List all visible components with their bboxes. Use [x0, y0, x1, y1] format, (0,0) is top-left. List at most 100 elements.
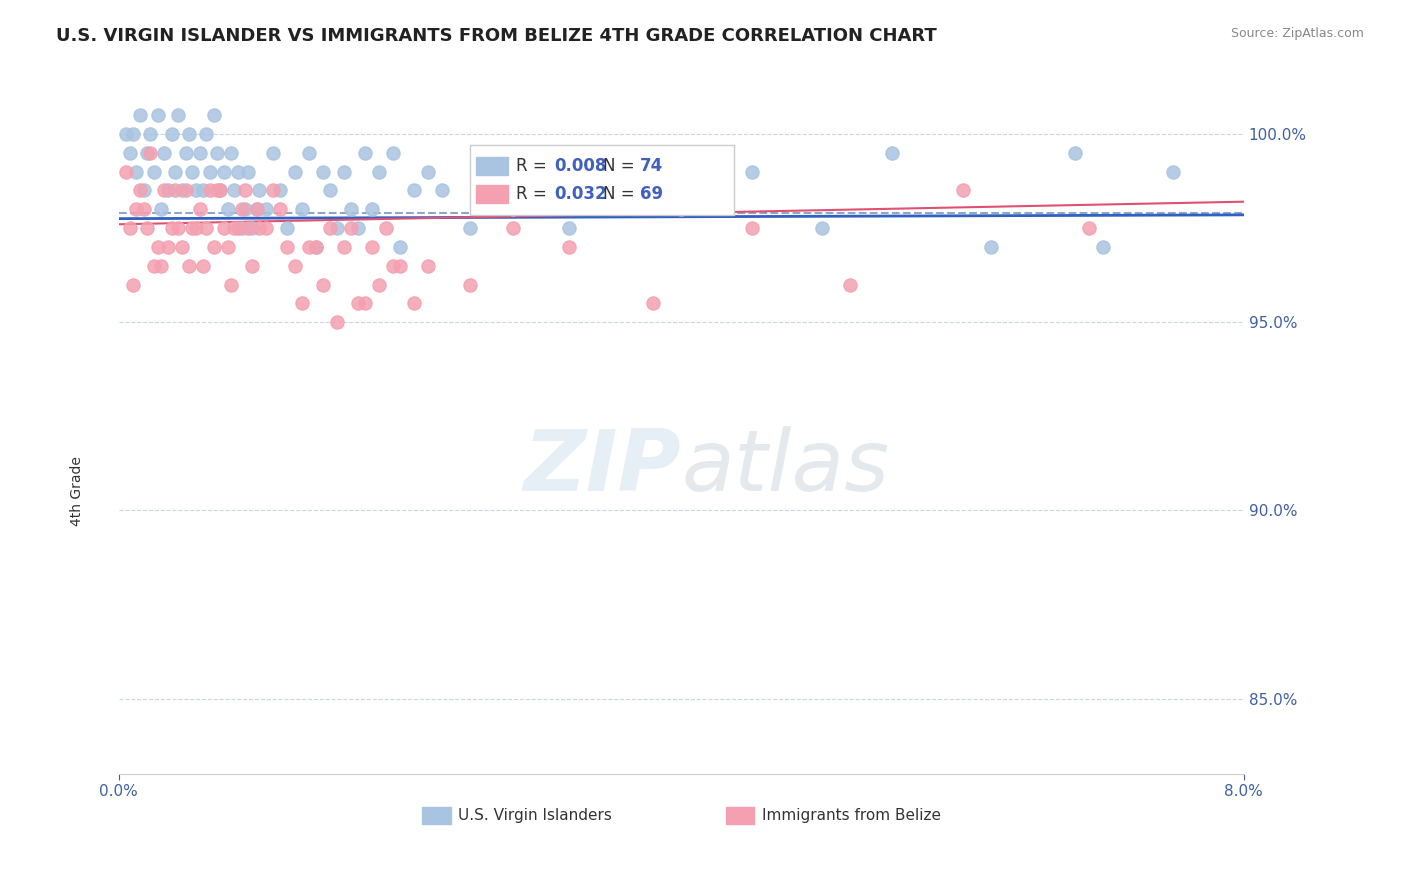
Point: [811, 221, 834, 235]
Point: [135, 145, 157, 160]
Point: [353, 296, 375, 310]
Point: [156, 240, 179, 254]
Point: [191, 259, 214, 273]
Point: [124, 164, 146, 178]
Point: [138, 127, 160, 141]
Point: [219, 145, 242, 160]
Point: [346, 296, 368, 310]
Point: [222, 183, 245, 197]
Point: [149, 259, 172, 273]
Point: [1078, 221, 1101, 235]
Point: [118, 221, 141, 235]
FancyBboxPatch shape: [470, 145, 734, 215]
Point: [741, 164, 763, 178]
Text: U.S. VIRGIN ISLANDER VS IMMIGRANTS FROM BELIZE 4TH GRADE CORRELATION CHART: U.S. VIRGIN ISLANDER VS IMMIGRANTS FROM …: [56, 27, 936, 45]
Point: [558, 221, 581, 235]
Point: [152, 183, 174, 197]
Point: [219, 277, 242, 292]
Point: [262, 183, 284, 197]
Point: [297, 240, 319, 254]
Point: [374, 221, 396, 235]
Point: [114, 127, 136, 141]
Point: [381, 145, 404, 160]
Point: [205, 145, 228, 160]
Point: [304, 240, 326, 254]
Point: [430, 183, 453, 197]
Point: [152, 145, 174, 160]
Point: [231, 202, 253, 217]
Point: [226, 221, 249, 235]
Point: [276, 240, 298, 254]
Text: U.S. Virgin Islanders: U.S. Virgin Islanders: [458, 807, 613, 822]
Point: [416, 164, 439, 178]
Point: [353, 145, 375, 160]
Text: R =: R =: [516, 157, 553, 175]
Point: [1163, 164, 1185, 178]
Point: [269, 183, 291, 197]
Point: [188, 202, 211, 217]
Text: R =: R =: [516, 185, 553, 202]
Point: [132, 202, 155, 217]
Text: 0.032: 0.032: [554, 185, 607, 202]
Point: [388, 240, 411, 254]
Point: [474, 164, 496, 178]
Text: 74: 74: [640, 157, 662, 175]
Bar: [477, 185, 508, 202]
Point: [402, 296, 425, 310]
Point: [325, 315, 347, 329]
Text: Immigrants from Belize: Immigrants from Belize: [762, 807, 941, 822]
Point: [247, 183, 270, 197]
Point: [980, 240, 1002, 254]
Point: [254, 221, 277, 235]
Text: 0.008: 0.008: [554, 157, 606, 175]
Point: [212, 164, 235, 178]
Point: [297, 145, 319, 160]
Point: [460, 221, 482, 235]
Bar: [727, 806, 755, 824]
Point: [236, 221, 259, 235]
Point: [184, 221, 207, 235]
Point: [118, 145, 141, 160]
Point: [208, 183, 231, 197]
Point: [121, 277, 143, 292]
Point: [163, 183, 186, 197]
Point: [146, 240, 169, 254]
Point: [502, 202, 524, 217]
Point: [1092, 240, 1115, 254]
Point: [231, 221, 253, 235]
Text: atlas: atlas: [682, 426, 889, 509]
Point: [191, 183, 214, 197]
Point: [882, 145, 904, 160]
Point: [205, 183, 228, 197]
Bar: [477, 157, 508, 175]
Text: ZIP: ZIP: [523, 426, 682, 509]
Point: [202, 108, 225, 122]
Point: [142, 259, 165, 273]
Point: [269, 202, 291, 217]
Point: [558, 240, 581, 254]
Point: [502, 221, 524, 235]
Point: [741, 221, 763, 235]
Text: 4th Grade: 4th Grade: [70, 456, 84, 525]
Point: [262, 145, 284, 160]
Point: [233, 202, 256, 217]
Point: [245, 202, 267, 217]
Point: [247, 221, 270, 235]
Point: [142, 164, 165, 178]
Point: [283, 259, 305, 273]
Point: [245, 202, 267, 217]
Point: [318, 183, 340, 197]
Bar: [422, 806, 450, 824]
Point: [240, 221, 263, 235]
Point: [332, 240, 354, 254]
Point: [138, 145, 160, 160]
Point: [208, 183, 231, 197]
Point: [304, 240, 326, 254]
Point: [217, 202, 239, 217]
Point: [388, 259, 411, 273]
Point: [194, 127, 217, 141]
Point: [184, 183, 207, 197]
Point: [325, 221, 347, 235]
Point: [177, 127, 200, 141]
Point: [339, 202, 361, 217]
